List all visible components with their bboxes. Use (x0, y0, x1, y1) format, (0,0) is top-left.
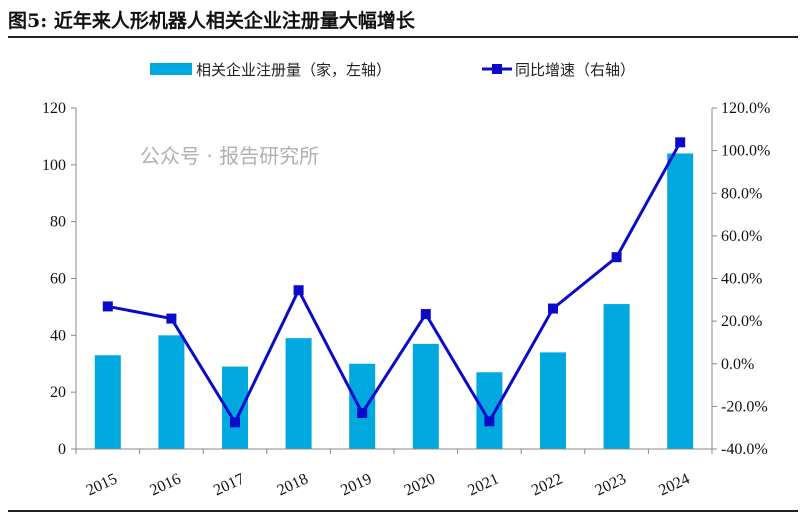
top-rule (8, 36, 798, 38)
right-tick-label: 20.0% (721, 313, 762, 330)
right-tick-label: 120.0% (721, 100, 770, 117)
bar-2015 (94, 355, 121, 449)
right-tick-label: -40.0% (721, 441, 768, 458)
bar-2024 (667, 153, 694, 449)
figure-title: 图5: 近年来人形机器人相关企业注册量大幅增长 (8, 10, 415, 32)
bar-2023 (603, 304, 630, 449)
left-tick-label: 80 (50, 214, 66, 231)
left-tick-label: 60 (50, 271, 66, 288)
growth-marker-2018 (293, 285, 304, 296)
right-tick-label: 60.0% (721, 228, 762, 245)
x-tick-label: 2024 (656, 470, 692, 499)
growth-marker-2019 (357, 407, 368, 418)
right-tick-label: 0.0% (721, 356, 754, 373)
left-tick-label: 20 (50, 384, 66, 401)
right-tick-label: 40.0% (721, 271, 762, 288)
x-tick-label: 2019 (338, 470, 374, 499)
x-tick-label: 2020 (402, 470, 438, 499)
left-tick-label: 120 (42, 100, 66, 117)
left-tick-label: 40 (50, 327, 66, 344)
bar-2020 (412, 343, 439, 449)
bar-2016 (158, 335, 185, 449)
left-tick-label: 0 (58, 441, 66, 458)
x-tick-label: 2023 (593, 470, 629, 499)
growth-marker-2023 (611, 252, 622, 263)
bottom-rule (8, 510, 798, 512)
left-tick-label: 100 (42, 157, 66, 174)
growth-marker-2021 (484, 416, 495, 427)
bar-2018 (285, 338, 312, 449)
x-tick-label: 2017 (211, 470, 247, 499)
watermark: 公众号 · 报告研究所 (140, 144, 320, 168)
legend-bar-swatch (150, 63, 192, 75)
legend-bar-label: 相关企业注册量（家，左轴） (196, 61, 391, 79)
bar-2021 (476, 372, 503, 449)
bar-2019 (349, 363, 376, 449)
growth-marker-2017 (230, 417, 240, 428)
x-tick-label: 2022 (529, 470, 565, 499)
right-tick-label: -20.0% (721, 398, 768, 415)
growth-marker-2020 (420, 309, 431, 320)
growth-marker-2016 (166, 313, 177, 324)
x-tick-label: 2021 (465, 470, 501, 499)
growth-marker-2024 (675, 137, 686, 148)
right-tick-label: 80.0% (721, 185, 762, 202)
x-tick-label: 2016 (147, 470, 183, 499)
legend-line-marker (492, 64, 502, 74)
legend-line-label: 同比增速（右轴） (515, 61, 635, 79)
x-tick-label: 2018 (275, 470, 311, 499)
x-tick-label: 2015 (84, 470, 120, 499)
bar-2022 (540, 352, 566, 449)
growth-line (107, 141, 682, 426)
right-tick-label: 100.0% (721, 143, 770, 160)
growth-marker-2022 (548, 303, 558, 314)
growth-marker-2015 (102, 301, 113, 312)
